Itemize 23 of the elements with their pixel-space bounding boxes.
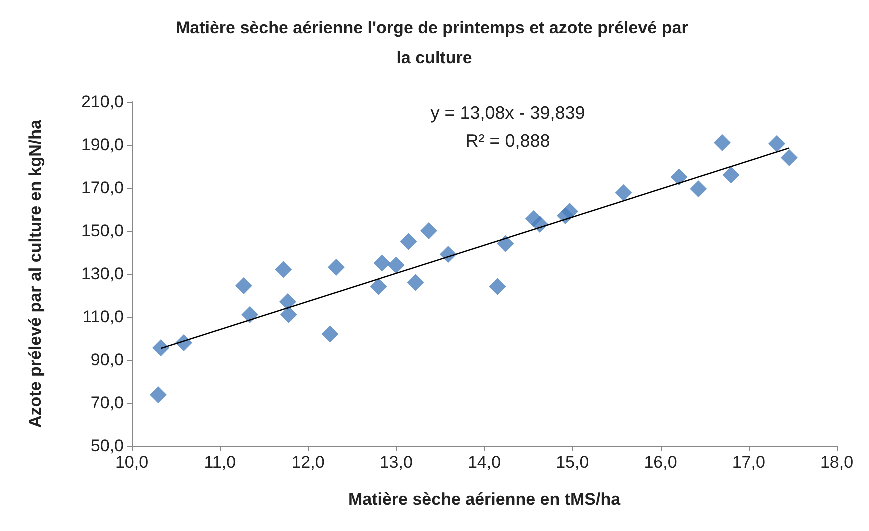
x-tick-label: 12,0: [292, 453, 325, 472]
y-tick-label: 190,0: [81, 136, 124, 154]
x-tick-label: 13,0: [380, 453, 413, 472]
y-tick-label: 150,0: [81, 222, 124, 240]
y-tick-label: 130,0: [81, 264, 124, 284]
x-tick-label: 11,0: [204, 453, 236, 472]
chart-title: Matière sèche aérienne l'orge de printemps et azote prélevé par la culture: [176, 18, 694, 68]
y-tick-label: 110,0: [82, 308, 124, 326]
x-tick-label: 18,0: [820, 453, 854, 472]
annotation: y = 13,08x - 39,839: [430, 103, 586, 123]
x-axis-title: Matière sèche aérienne en tMS/ha: [348, 490, 622, 509]
x-tick-label: 14,0: [468, 453, 502, 472]
y-axis-title: Azote prélevé par al culture en kgN/ha: [26, 119, 45, 428]
x-tick-label: 17,0: [732, 453, 766, 472]
y-tick-label: 50,0: [90, 436, 124, 456]
x-tick-label: 15,0: [556, 453, 590, 472]
y-tick-label: 90,0: [90, 350, 124, 370]
y-tick-label: 170,0: [81, 178, 124, 198]
x-tick-label: 10,0: [115, 453, 149, 472]
y-tick-label: 70,0: [90, 394, 124, 412]
y-tick-label: 210,0: [81, 92, 124, 112]
annotation: R² = 0,888: [466, 131, 550, 151]
x-tick-label: 16,0: [644, 453, 678, 472]
